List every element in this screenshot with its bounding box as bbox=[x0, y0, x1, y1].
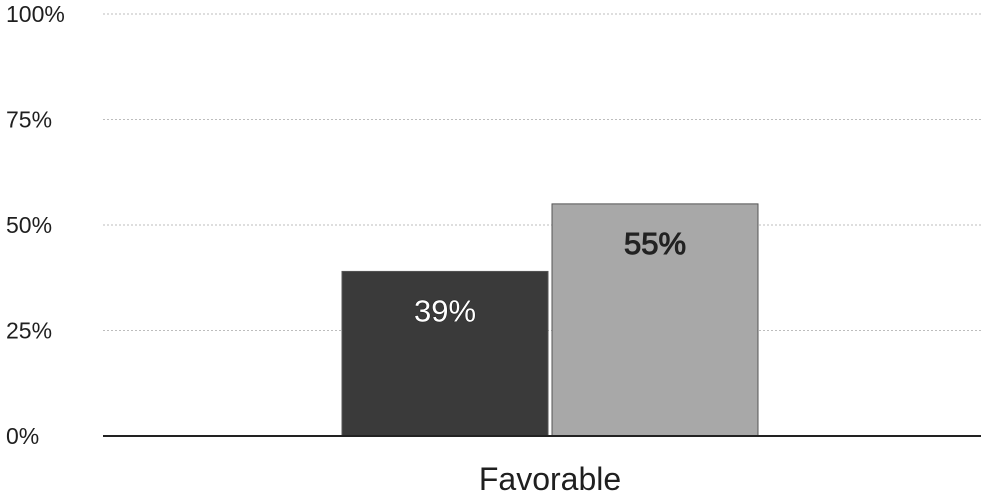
y-tick-label: 75% bbox=[6, 107, 52, 133]
bar bbox=[341, 270, 549, 437]
data-label: 55% bbox=[624, 226, 686, 261]
bars bbox=[341, 203, 759, 437]
y-tick-label: 0% bbox=[6, 423, 39, 449]
x-category-label: Favorable bbox=[479, 461, 621, 497]
x-axis-category-labels: Favorable bbox=[479, 461, 621, 497]
y-tick-label: 50% bbox=[6, 212, 52, 238]
data-labels: 39% 55% bbox=[413, 225, 686, 329]
y-tick-label: 100% bbox=[6, 1, 65, 27]
bar bbox=[551, 203, 759, 437]
y-axis-tick-labels: 0% 25% 50% 75% 100% bbox=[6, 1, 65, 449]
data-label: 39% bbox=[414, 293, 476, 328]
y-tick-label: 25% bbox=[6, 318, 52, 344]
